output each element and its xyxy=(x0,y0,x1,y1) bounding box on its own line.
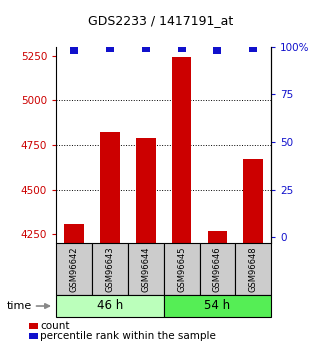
Text: 46 h: 46 h xyxy=(97,299,123,312)
Bar xyxy=(235,243,271,295)
Text: GSM96643: GSM96643 xyxy=(105,246,115,292)
Text: count: count xyxy=(40,321,70,331)
Point xyxy=(179,46,184,51)
Point xyxy=(72,48,77,53)
Bar xyxy=(172,57,192,243)
Bar xyxy=(100,132,120,243)
Bar xyxy=(243,159,263,243)
Bar xyxy=(200,243,235,295)
Text: time: time xyxy=(6,301,32,311)
Text: GSM96642: GSM96642 xyxy=(70,246,79,292)
Text: percentile rank within the sample: percentile rank within the sample xyxy=(40,331,216,341)
Bar xyxy=(164,295,271,317)
Text: GSM96644: GSM96644 xyxy=(141,246,150,292)
Bar xyxy=(56,295,164,317)
Text: GDS2233 / 1417191_at: GDS2233 / 1417191_at xyxy=(88,14,233,27)
Bar xyxy=(136,138,156,243)
Point xyxy=(251,46,256,51)
Bar xyxy=(56,243,92,295)
Bar xyxy=(128,243,164,295)
Text: 54 h: 54 h xyxy=(204,299,230,312)
Bar xyxy=(92,243,128,295)
Bar xyxy=(64,224,84,243)
Text: GSM96646: GSM96646 xyxy=(213,246,222,292)
Point xyxy=(107,46,112,51)
Text: GSM96648: GSM96648 xyxy=(249,246,258,292)
Bar xyxy=(208,231,227,243)
Point xyxy=(215,48,220,53)
Bar xyxy=(164,243,200,295)
Text: GSM96645: GSM96645 xyxy=(177,246,186,292)
Point xyxy=(143,46,148,51)
